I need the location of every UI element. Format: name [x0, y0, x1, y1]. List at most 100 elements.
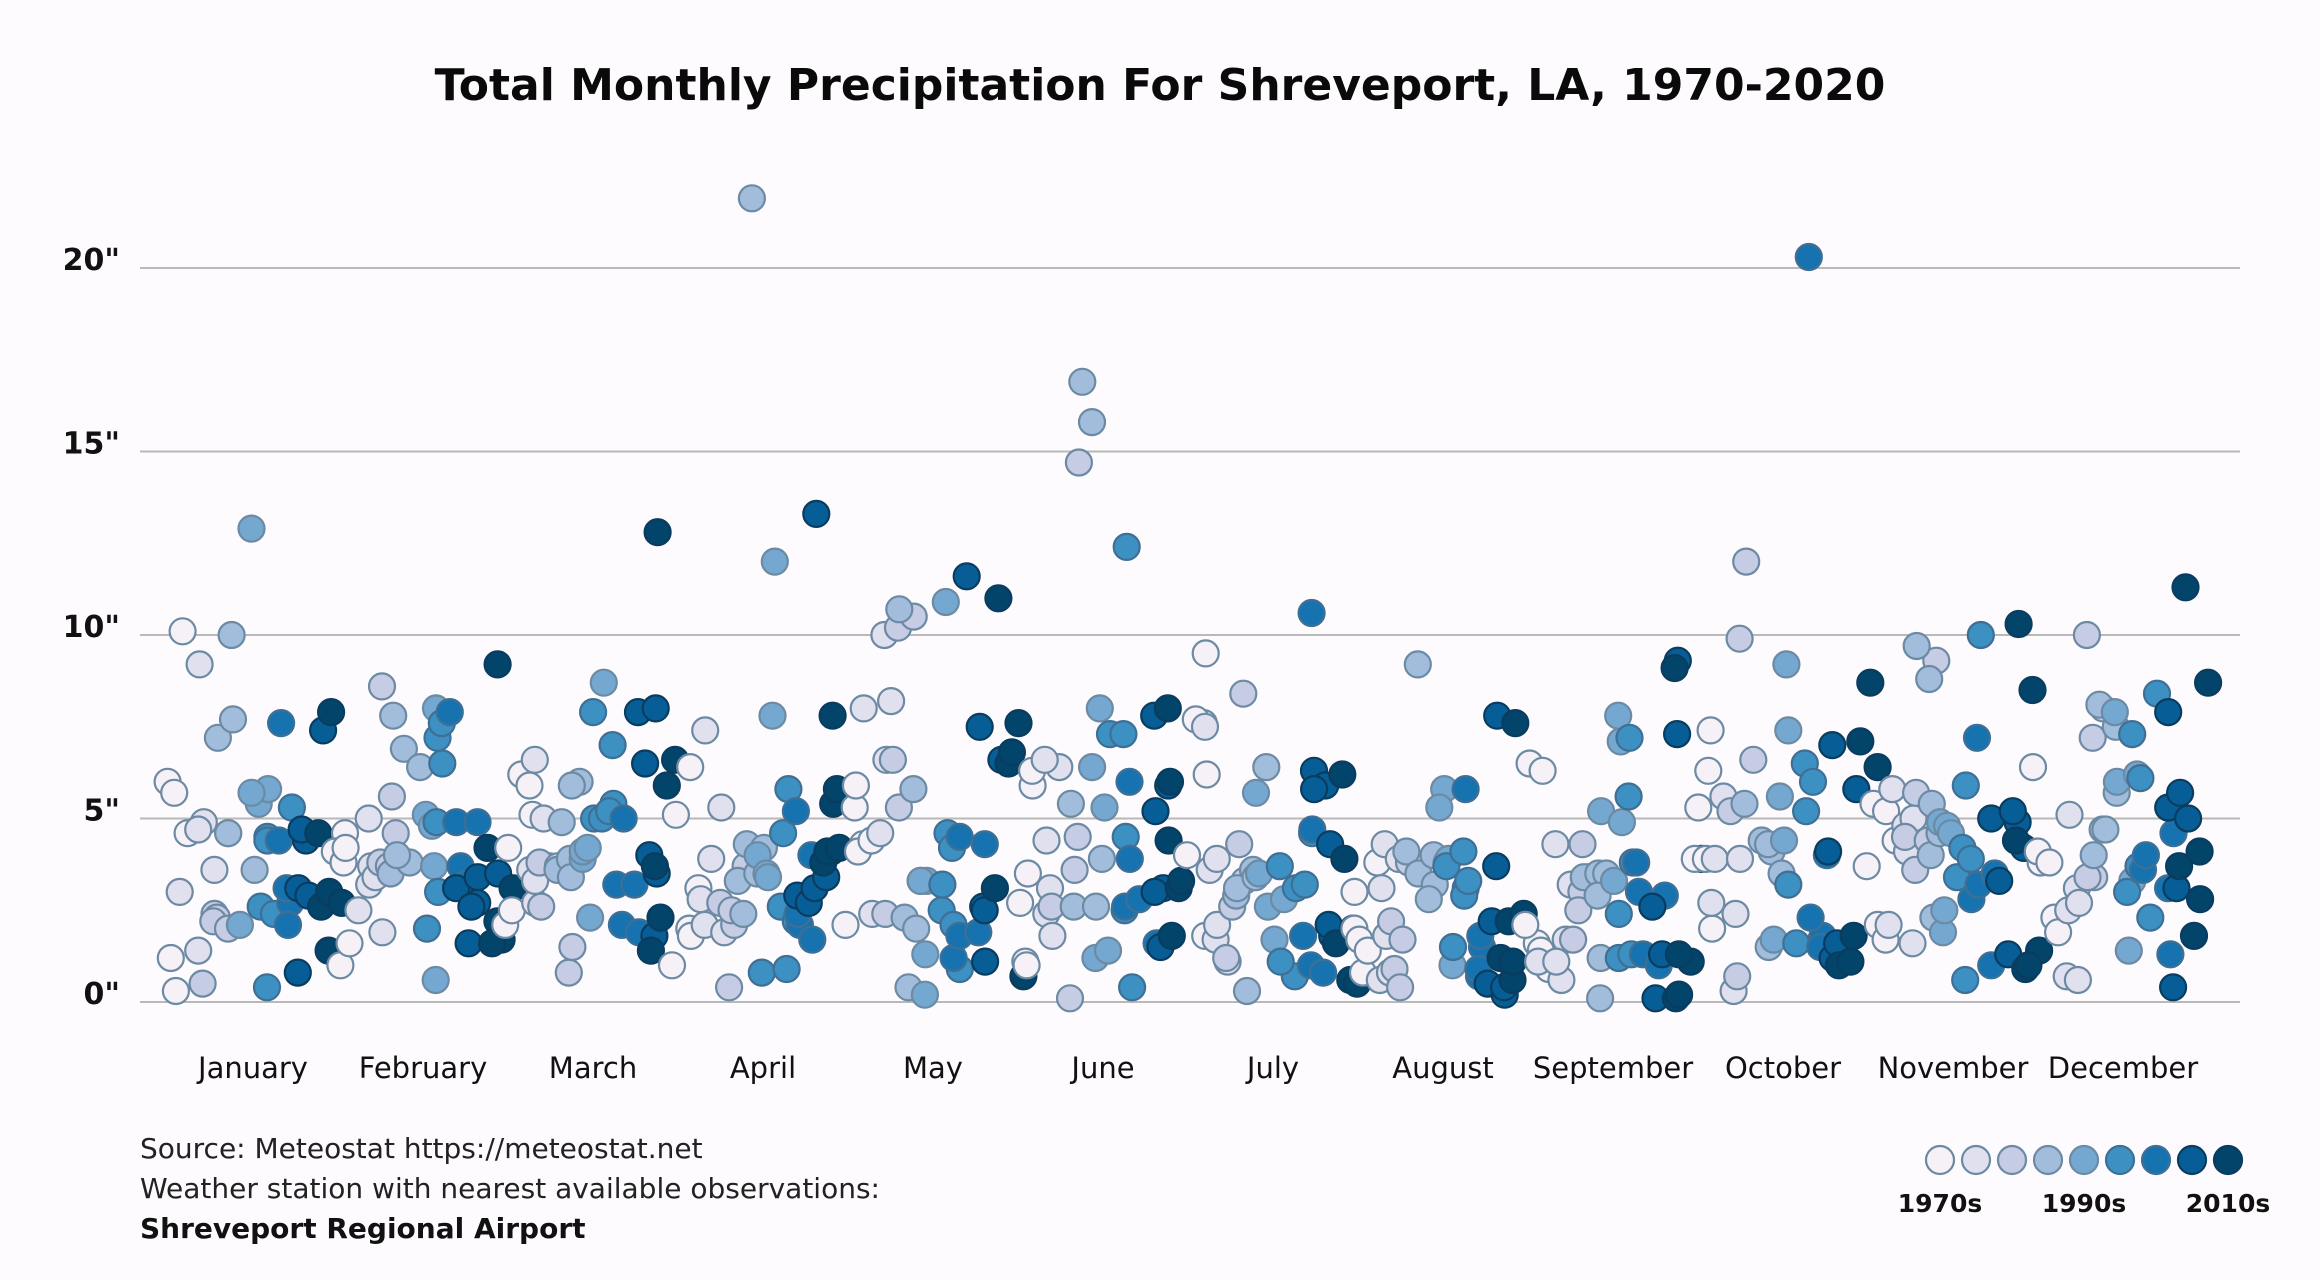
data-point — [520, 745, 549, 774]
data-point — [335, 929, 364, 958]
data-point — [1367, 874, 1396, 903]
data-point — [970, 947, 1000, 976]
data-point — [1501, 708, 1530, 738]
data-point — [1772, 650, 1801, 679]
station-caption: Weather station with nearest available o… — [140, 1172, 880, 1205]
x-tick-label: March — [549, 1051, 637, 1085]
data-point — [1087, 844, 1117, 874]
data-point — [412, 914, 442, 943]
legend-swatch — [1960, 1144, 1992, 1176]
data-point — [997, 738, 1027, 767]
data-point — [2114, 936, 2143, 965]
data-point — [1542, 947, 1571, 976]
data-point — [497, 896, 526, 925]
data-point — [1112, 532, 1141, 562]
data-point — [802, 499, 831, 529]
data-point — [2064, 888, 2094, 918]
x-tick-label: April — [730, 1051, 796, 1085]
data-point — [1085, 694, 1114, 723]
data-point — [428, 749, 457, 778]
data-point — [1856, 668, 1885, 697]
x-tick-label: February — [359, 1051, 488, 1085]
data-point — [331, 833, 360, 863]
y-tick-label: 20" — [63, 243, 120, 278]
data-point — [1403, 650, 1432, 679]
data-point — [1117, 973, 1147, 1002]
data-point — [1962, 723, 1992, 752]
data-point — [554, 958, 583, 987]
data-point — [630, 749, 660, 778]
decade-legend: 1970s 1990s 2010s — [1898, 1144, 2270, 1218]
data-point — [1839, 921, 1868, 951]
data-point — [1190, 712, 1220, 741]
data-point — [884, 793, 914, 822]
data-point — [753, 863, 783, 892]
data-point — [463, 808, 492, 837]
data-point — [1723, 962, 1752, 991]
station-name: Shreveport Regional Airport — [140, 1212, 586, 1245]
data-point — [1599, 866, 1629, 896]
data-point — [641, 694, 670, 723]
data-point — [1614, 782, 1643, 811]
data-point — [1414, 885, 1443, 914]
data-point — [2118, 719, 2147, 749]
data-point — [1290, 870, 1319, 899]
x-tick-label: August — [1392, 1051, 1494, 1085]
data-point — [1846, 727, 1875, 756]
data-point — [264, 826, 293, 855]
data-point — [640, 852, 670, 881]
data-point — [1449, 837, 1478, 866]
data-point — [547, 808, 576, 837]
data-point — [1558, 925, 1588, 954]
data-point — [831, 910, 860, 940]
data-point — [515, 771, 544, 800]
data-point — [747, 958, 776, 987]
data-point — [1265, 852, 1294, 881]
data-point — [2035, 848, 2064, 877]
data-point — [676, 752, 705, 782]
data-point — [1192, 760, 1221, 789]
data-point — [160, 778, 189, 807]
data-point — [2185, 837, 2214, 866]
data-point — [1030, 745, 1059, 774]
x-tick-label: December — [2048, 1051, 2198, 1085]
data-point — [1229, 679, 1258, 708]
data-point — [184, 936, 213, 965]
data-point — [952, 562, 981, 591]
data-point — [1202, 910, 1232, 940]
data-point — [2136, 903, 2165, 932]
y-axis-ticks: 0" 5" 10" 15" 20" — [63, 243, 120, 1012]
y-tick-label: 15" — [63, 427, 120, 462]
data-point — [1813, 837, 1843, 866]
data-point — [885, 595, 914, 624]
data-point — [2014, 951, 2043, 980]
data-point — [1392, 837, 1421, 866]
data-point — [1451, 774, 1480, 804]
data-point — [1725, 624, 1754, 653]
data-point — [1915, 664, 1944, 694]
data-point — [768, 819, 798, 848]
legend-label: 1970s — [1898, 1189, 1982, 1218]
data-point — [1660, 653, 1689, 683]
legend-swatch — [2104, 1144, 2136, 1176]
legend-swatch — [1924, 1144, 1956, 1176]
data-point — [558, 932, 587, 962]
data-point — [589, 668, 618, 697]
data-point — [1730, 789, 1759, 818]
data-point — [697, 844, 726, 874]
data-point — [2079, 841, 2108, 870]
data-point — [1308, 958, 1338, 987]
data-point — [636, 936, 666, 965]
data-point — [1769, 826, 1799, 855]
data-point — [1225, 830, 1254, 859]
data-point — [1081, 892, 1111, 921]
data-point — [1202, 844, 1231, 874]
data-point — [1607, 808, 1637, 837]
data-point — [382, 841, 412, 870]
data-point — [2186, 885, 2215, 914]
data-point — [1055, 984, 1085, 1013]
data-point — [1013, 859, 1043, 888]
data-point — [1032, 826, 1061, 855]
data-point — [1878, 774, 1907, 804]
data-point — [849, 694, 878, 723]
